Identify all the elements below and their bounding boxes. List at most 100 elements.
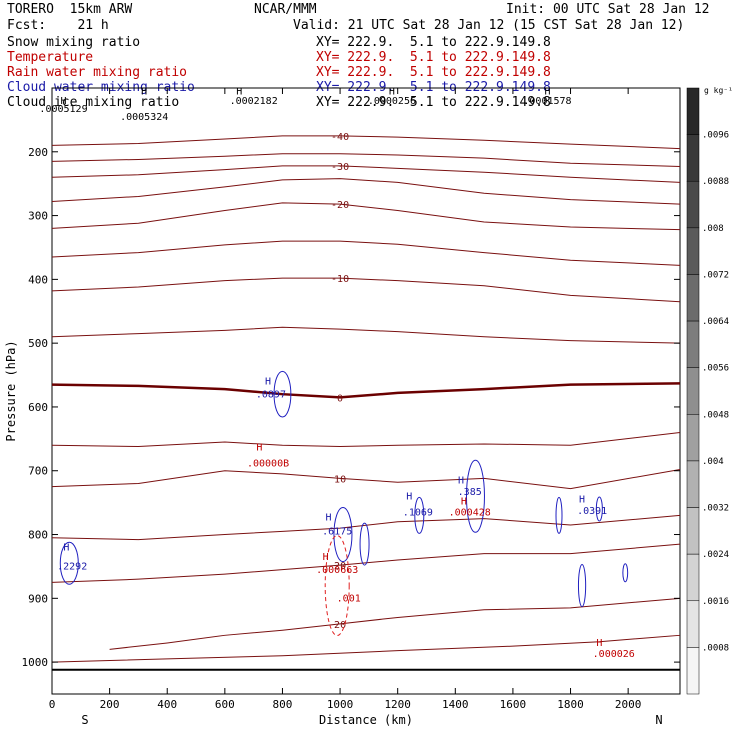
temperature-contour-6 xyxy=(51,277,681,303)
field-xy-cloud-ice: XY= 222.9. 5.1 to 222.9.149.8 xyxy=(316,95,551,110)
field-xy-snow: XY= 222.9. 5.1 to 222.9.149.8 xyxy=(316,35,551,50)
temperature-contour-label: 20 xyxy=(334,620,346,631)
max-value-label: .0001578 xyxy=(523,96,571,107)
temperature-contour-10 xyxy=(51,468,681,490)
temperature-contour-label: -10 xyxy=(331,274,349,285)
temperature-contour-label: -40 xyxy=(331,132,349,143)
cloud-water-contour-3 xyxy=(333,507,353,563)
forecast-hour: Fcst: 21 h xyxy=(7,18,109,33)
axis-ticks: 0 200 400 600 800 1000 1200 1400 1600 1800 2000200… xyxy=(22,88,680,711)
colorbar-segment xyxy=(686,600,700,648)
cloud-water-contour-4 xyxy=(359,522,370,566)
colorbar-label: .0016 xyxy=(702,597,729,607)
high-marker: H xyxy=(265,377,271,388)
high-marker: H xyxy=(579,495,585,506)
cloud-water-contour-9 xyxy=(622,563,629,583)
x-tick-label: 1600 xyxy=(500,698,527,711)
temperature-contour-4 xyxy=(51,202,681,231)
y-tick-label: 1000 xyxy=(22,656,49,669)
colorbar-segment xyxy=(686,180,700,229)
y-tick-label: 200 xyxy=(28,146,48,159)
cloud-water-contour-0 xyxy=(59,541,79,585)
high-marker: H xyxy=(596,638,602,649)
max-value-label: .2292 xyxy=(57,562,87,573)
x-tick-label: 800 xyxy=(273,698,293,711)
colorbar-segment xyxy=(686,367,700,415)
x-tick-label: 1000 xyxy=(327,698,354,711)
colorbar-segment xyxy=(686,553,700,602)
colorbar-segment xyxy=(686,134,700,182)
field-xy-temperature: XY= 222.9. 5.1 to 222.9.149.8 xyxy=(316,50,551,65)
max-value-label: .0391 xyxy=(577,506,607,517)
cloud-water-contours xyxy=(59,370,629,637)
y-tick-label: 700 xyxy=(28,465,48,478)
max-value-label: .0000256 xyxy=(368,96,416,107)
high-marker: H xyxy=(141,86,147,97)
x-tick-label: 2000 xyxy=(615,698,642,711)
temperature-contour-1 xyxy=(51,153,681,167)
max-value-label: .000428 xyxy=(449,507,491,518)
x-tick-label: 200 xyxy=(100,698,120,711)
colorbar-segment xyxy=(686,87,700,135)
colorbar-label: .0072 xyxy=(702,270,729,280)
field-name-temperature: Temperature xyxy=(7,50,94,65)
max-value-label: .0005129 xyxy=(39,104,87,115)
colorbar-label: .0056 xyxy=(702,364,729,374)
y-tick-label: 600 xyxy=(28,401,48,414)
high-marker: H xyxy=(406,491,412,502)
max-value-label: .000663 xyxy=(316,565,358,576)
max-value-label: .001 xyxy=(337,594,361,605)
high-marker: H xyxy=(544,86,550,97)
temperature-contour-5 xyxy=(51,240,681,266)
high-marker: H xyxy=(389,86,395,97)
max-value-label: .0002182 xyxy=(230,96,278,107)
temperature-contour-8 xyxy=(51,382,681,399)
colorbar-segment xyxy=(686,507,700,555)
colorbar-segment xyxy=(686,227,700,275)
temperature-contour-label: -20 xyxy=(331,200,349,211)
y-tick-label: 300 xyxy=(28,210,48,223)
x-left-label: S xyxy=(81,713,88,727)
plot-frame xyxy=(51,87,681,695)
temperature-contour-label: 0 xyxy=(337,393,343,404)
temperature-contour-9 xyxy=(51,431,681,447)
temperature-contour-7 xyxy=(51,326,681,344)
max-value-label: .1069 xyxy=(403,507,433,518)
colorbar-segment xyxy=(686,414,700,462)
x-tick-label: 400 xyxy=(157,698,177,711)
colorbar-segment xyxy=(686,274,700,322)
colorbar: .0096 .0088 .008 .0072 .0064 .0056 .0048 .004 .0… xyxy=(686,87,729,695)
model-title: TORERO 15km ARW xyxy=(7,2,133,17)
colorbar-unit: g kg⁻¹ xyxy=(704,86,733,95)
field-name-rain: Rain water mixing ratio xyxy=(7,65,188,80)
x-axis-label: Distance (km) xyxy=(319,713,413,727)
max-value-label: .385 xyxy=(458,487,482,498)
max-value-label: .0897 xyxy=(256,389,286,400)
x-tick-label: 600 xyxy=(215,698,235,711)
y-tick-label: 400 xyxy=(28,273,48,286)
colorbar-label: .0048 xyxy=(702,410,729,420)
colorbar-label: .0024 xyxy=(702,550,729,560)
temperature-contours: -40 -30 -20 -10 0 10 20 20 xyxy=(51,132,681,663)
high-marker: H xyxy=(323,552,329,563)
x-right-label: N xyxy=(655,713,662,727)
field-name-cloud-ice: Cloud ice mixing ratio xyxy=(7,95,180,110)
high-marker: H xyxy=(326,512,332,523)
colorbar-label: .0064 xyxy=(702,317,729,327)
colorbar-segment xyxy=(686,320,700,368)
high-marker: H xyxy=(63,542,69,553)
max-value-label: .000026 xyxy=(593,649,635,660)
cloud-water-contour-1 xyxy=(273,370,292,418)
colorbar-label: .0008 xyxy=(702,643,729,653)
temperature-contour-2 xyxy=(51,165,681,183)
colorbar-label: .0088 xyxy=(702,177,729,187)
max-value-label: .6175 xyxy=(322,527,352,538)
cloud-water-contour-2 xyxy=(465,459,485,533)
temperature-contour-11 xyxy=(51,514,681,541)
y-tick-label: 800 xyxy=(28,529,48,542)
temperature-contour-label: 20 xyxy=(334,561,346,572)
temperature-contour-13 xyxy=(109,597,681,650)
valid-time: Valid: 21 UTC Sat 28 Jan 12 (15 CST Sat … xyxy=(293,18,685,33)
x-tick-label: 0 xyxy=(49,698,56,711)
